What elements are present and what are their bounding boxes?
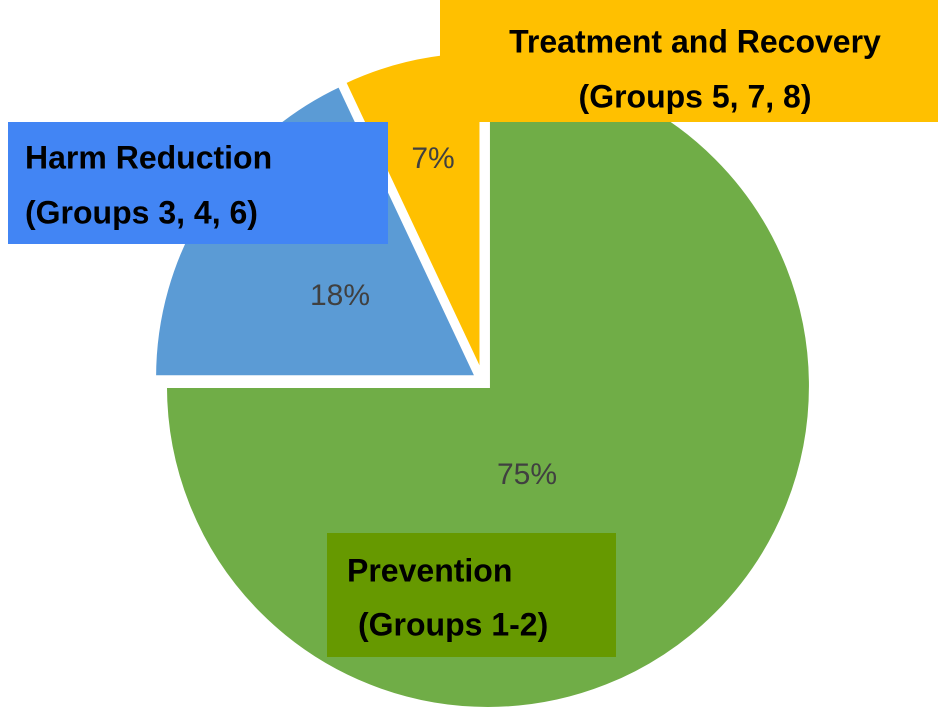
pie-slice [162, 60, 813, 711]
category-groups: (Groups 3, 4, 6) [25, 194, 258, 230]
category-label: Harm Reduction [25, 139, 272, 175]
data-label: 75% [497, 458, 557, 491]
label-box [440, 0, 938, 122]
label-box [8, 122, 388, 244]
category-groups: (Groups 1-2) [358, 606, 548, 642]
data-label: 7% [411, 142, 454, 175]
data-label: 18% [310, 279, 370, 312]
label-box [327, 533, 616, 657]
category-label: Treatment and Recovery [509, 23, 881, 59]
category-groups: (Groups 5, 7, 8) [579, 78, 812, 114]
category-label: Prevention [347, 552, 512, 588]
